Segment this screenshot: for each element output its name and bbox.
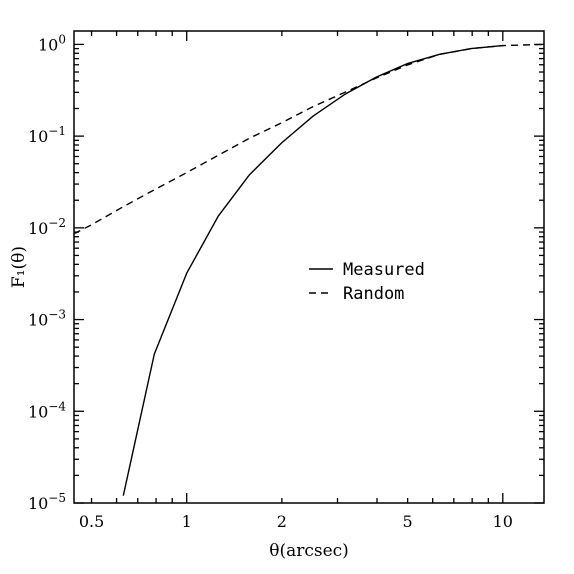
series-line-measured [122,44,503,496]
y-tick-label: 10−1 [28,124,66,146]
y-tick-label: 10−5 [28,491,66,513]
y-axis-label: F₁(θ) [9,246,29,288]
x-tick-label: 5 [403,512,413,531]
legend-label-random: Random [343,284,404,304]
x-tick-label: 1 [182,512,192,531]
legend-label-measured: Measured [343,260,425,280]
y-tick-label: 10−3 [28,308,66,330]
y-tick-label: 10−4 [28,399,66,421]
y-tick-label: 100 [38,32,66,54]
y-tick-label: 10−2 [28,216,66,238]
plot-frame [73,30,545,504]
x-tick-label: 2 [277,512,287,531]
x-tick-label: 0.5 [79,512,104,531]
tick-labels: 0.5 1 2 5 10 10−5 10−4 10−3 10−2 10−1 100 [28,32,513,531]
axis-ticks [74,31,544,504]
series-layer [73,43,545,496]
series-line-random [73,43,545,235]
x-axis-label: θ(arcsec) [269,541,349,561]
x-tick-label: 10 [493,512,513,531]
legend: Measured Random [309,260,425,304]
